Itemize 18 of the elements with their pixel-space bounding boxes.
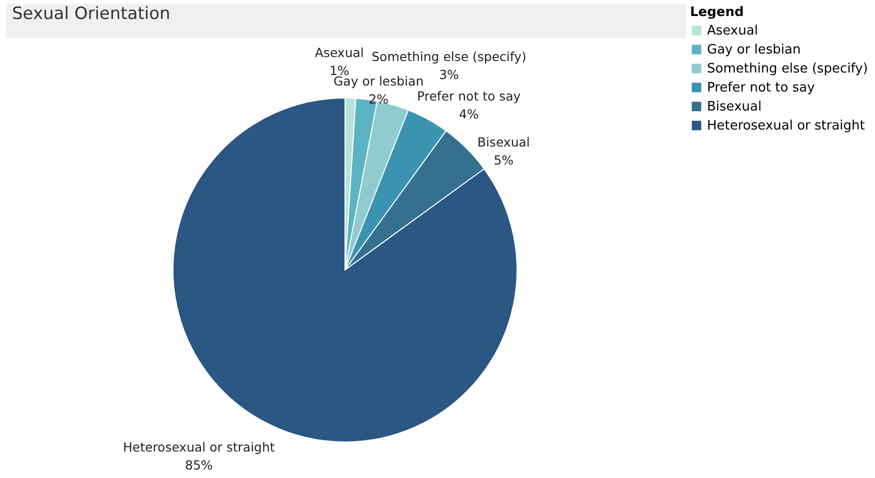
legend-label: Gay or lesbian [707,42,801,58]
slice-label: Prefer not to say [417,88,522,104]
data-label: 4% [458,106,479,122]
legend-label: Something else (specify) [707,62,868,76]
legend-label: Bisexual [707,100,762,114]
slice-label: Asexual [314,45,364,60]
data-label: 5% [494,152,514,168]
legend-label: Heterosexual or straight [707,118,865,134]
legend-label: Prefer not to say [707,80,816,96]
chart-title: Sexual Orientation [6,4,686,38]
slice-label: Bisexual [477,134,530,150]
data-label: 85% [185,457,213,472]
data-label: 2% [368,91,389,106]
slice-label: Heterosexual or straight [123,439,275,454]
legend-title: Legend [690,5,744,20]
legend-label: Asexual [707,24,758,38]
data-label: 3% [439,66,460,82]
slice-label: Something else (specify) [372,48,526,64]
